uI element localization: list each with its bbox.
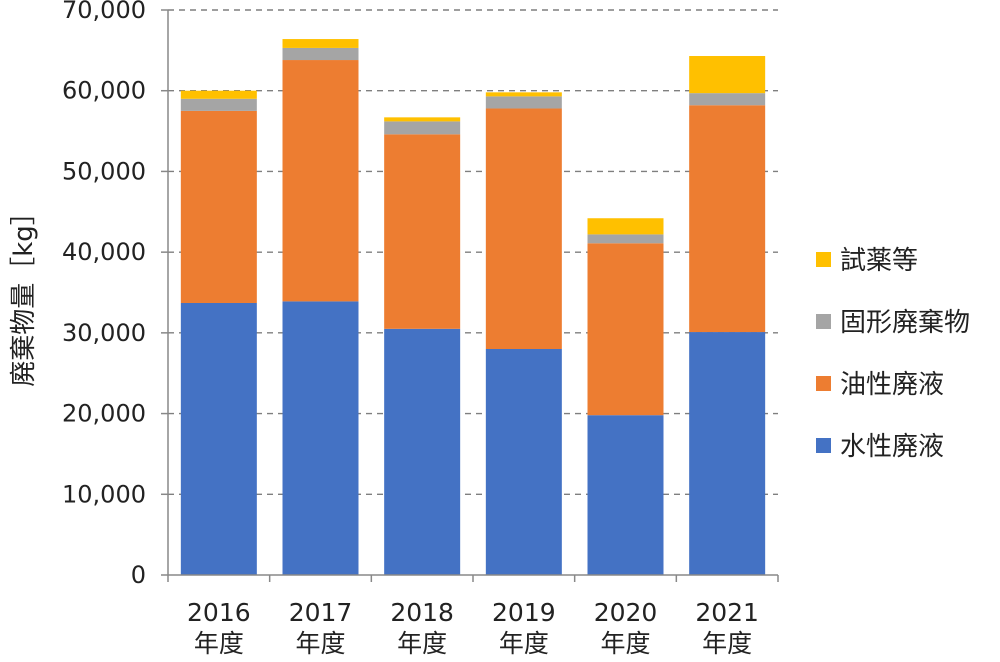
bar-segment: [180, 110, 257, 303]
bar-segment: [689, 332, 766, 575]
y-tick-label: 20,000: [62, 400, 146, 428]
legend-swatch: [816, 438, 831, 453]
bar-segment: [180, 302, 257, 575]
bar-segment: [282, 301, 359, 575]
x-tick-label-year: 2019: [492, 598, 556, 627]
axes: [161, 9, 779, 582]
legend-label: 油性廃液: [840, 370, 944, 400]
bar-segment: [689, 93, 766, 106]
bar-segment: [689, 56, 766, 94]
legend-label: 水性廃液: [840, 432, 944, 462]
y-tick-label: 50,000: [62, 157, 146, 185]
bar-segment: [384, 328, 461, 575]
y-axis-title: 廃棄物量［kg］: [9, 199, 39, 387]
x-tick-label-year: 2020: [594, 598, 658, 627]
bar-segment: [384, 121, 461, 135]
bar-segment: [587, 218, 664, 235]
legend-label: 固形廃棄物: [840, 308, 970, 338]
bar-segment: [485, 349, 562, 575]
x-tick-label-suffix: 年度: [600, 629, 650, 658]
x-tick-label-suffix: 年度: [499, 629, 549, 658]
x-tick-label-suffix: 年度: [194, 629, 244, 658]
bar-segment: [384, 117, 461, 122]
x-tick-label-year: 2017: [289, 598, 353, 627]
bar-segment: [180, 90, 257, 99]
bar-segment: [587, 243, 664, 416]
y-tick-label: 30,000: [62, 319, 146, 347]
bar-segment: [282, 39, 359, 48]
x-tick-label-suffix: 年度: [397, 629, 447, 658]
legend-label: 試薬等: [840, 246, 918, 276]
y-tick-labels: 0 10,000 20,000 30,000 40,000 50,000 60,000 70,…: [62, 0, 146, 589]
bar-segment: [282, 47, 359, 61]
bar-segment: [384, 134, 461, 329]
bar-segment: [180, 98, 257, 111]
bar-segment: [587, 415, 664, 575]
bar-segment: [485, 96, 562, 109]
y-tick-label: 10,000: [62, 480, 146, 508]
legend-swatch: [816, 376, 831, 391]
y-tick-label: 0: [131, 561, 146, 589]
bar-segment: [587, 234, 664, 244]
x-tick-label-year: 2016: [187, 598, 251, 627]
bar-segment: [485, 108, 562, 349]
bar-segment: [282, 60, 359, 302]
gridlines: [168, 9, 778, 495]
bar-segment: [485, 92, 562, 97]
legend-swatch: [816, 252, 831, 267]
bar-segment: [689, 105, 766, 333]
x-tick-label-suffix: 年度: [295, 629, 345, 658]
y-tick-label: 40,000: [62, 238, 146, 266]
bars: [180, 39, 766, 575]
x-tick-label-year: 2018: [390, 598, 454, 627]
x-tick-label-year: 2021: [695, 598, 759, 627]
legend-swatch: [816, 314, 831, 329]
x-tick-label-suffix: 年度: [702, 629, 752, 658]
y-tick-label: 60,000: [62, 77, 146, 105]
y-tick-label: 70,000: [62, 0, 146, 24]
